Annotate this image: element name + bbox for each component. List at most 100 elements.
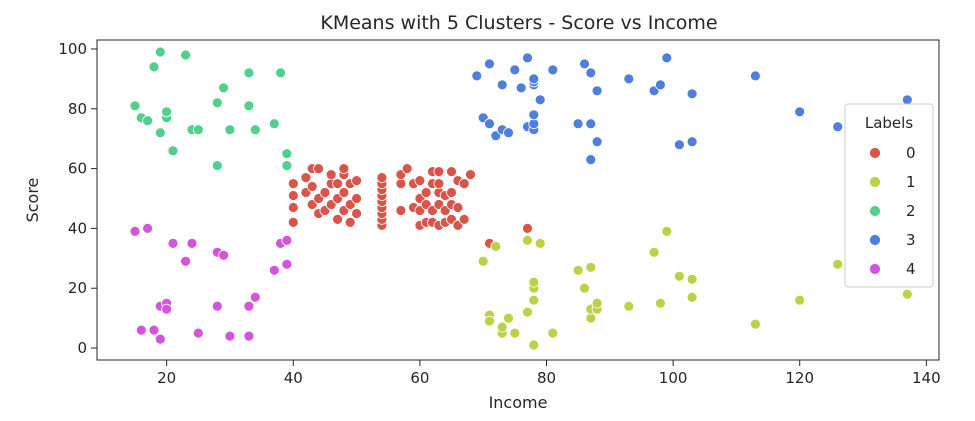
data-point-cluster-0 bbox=[306, 181, 318, 192]
data-point-cluster-0 bbox=[446, 166, 457, 178]
y-tick-label: 80 bbox=[68, 100, 87, 118]
y-tick-label: 60 bbox=[68, 160, 87, 178]
data-point-cluster-0 bbox=[287, 190, 299, 201]
data-point-cluster-1 bbox=[579, 282, 590, 294]
data-point-cluster-2 bbox=[243, 100, 255, 112]
data-point-cluster-3 bbox=[585, 118, 597, 130]
data-point-cluster-2 bbox=[281, 160, 293, 172]
data-point-cluster-0 bbox=[414, 175, 426, 187]
data-point-cluster-1 bbox=[490, 240, 502, 252]
data-point-cluster-2 bbox=[142, 115, 154, 127]
data-point-cluster-1 bbox=[674, 270, 685, 282]
data-point-cluster-3 bbox=[484, 118, 495, 130]
data-point-cluster-2 bbox=[218, 82, 230, 94]
legend-marker-3 bbox=[869, 234, 881, 246]
data-point-cluster-3 bbox=[534, 94, 546, 106]
x-axis-ticks: 20 40 60 80 100 120 140 bbox=[157, 360, 941, 387]
legend-box bbox=[844, 103, 934, 288]
legend-marker-4 bbox=[869, 263, 881, 275]
data-point-cluster-1 bbox=[623, 300, 635, 312]
data-point-cluster-4 bbox=[218, 249, 230, 261]
x-tick-label: 60 bbox=[410, 369, 429, 387]
data-point-cluster-3 bbox=[591, 85, 603, 97]
data-point-cluster-0 bbox=[332, 213, 344, 225]
data-point-cluster-0 bbox=[313, 163, 325, 175]
data-point-cluster-1 bbox=[686, 273, 698, 285]
data-point-cluster-2 bbox=[224, 124, 236, 136]
data-point-cluster-0 bbox=[344, 216, 356, 228]
data-point-cluster-0 bbox=[446, 187, 457, 198]
data-point-cluster-4 bbox=[249, 291, 261, 303]
data-point-cluster-0 bbox=[433, 166, 445, 178]
data-point-cluster-3 bbox=[515, 82, 527, 94]
data-point-cluster-3 bbox=[794, 106, 806, 118]
legend-label-3: 3 bbox=[906, 231, 916, 249]
data-point-cluster-3 bbox=[686, 88, 698, 100]
legend-title: Labels bbox=[865, 114, 913, 132]
data-point-cluster-1 bbox=[528, 294, 540, 306]
data-point-cluster-4 bbox=[281, 258, 293, 270]
data-point-cluster-0 bbox=[458, 213, 470, 225]
data-point-cluster-0 bbox=[287, 216, 299, 228]
data-point-cluster-1 bbox=[648, 246, 660, 258]
x-tick-label: 120 bbox=[785, 369, 814, 387]
data-point-cluster-3 bbox=[496, 79, 508, 91]
data-point-cluster-2 bbox=[268, 118, 280, 130]
x-tick-label: 80 bbox=[537, 369, 556, 387]
legend-label-0: 0 bbox=[906, 144, 916, 162]
data-point-cluster-2 bbox=[275, 67, 287, 79]
data-point-cluster-3 bbox=[572, 118, 584, 130]
y-tick-label: 100 bbox=[58, 40, 87, 58]
data-point-cluster-4 bbox=[154, 333, 166, 345]
data-point-cluster-4 bbox=[243, 300, 255, 312]
data-point-cluster-4 bbox=[211, 300, 223, 312]
data-point-cluster-4 bbox=[268, 264, 280, 276]
data-point-cluster-4 bbox=[148, 324, 160, 336]
data-point-cluster-0 bbox=[522, 222, 533, 234]
legend-label-2: 2 bbox=[906, 202, 916, 220]
data-point-cluster-3 bbox=[901, 94, 913, 106]
data-point-cluster-0 bbox=[433, 178, 445, 190]
data-point-cluster-2 bbox=[281, 148, 293, 160]
data-point-cluster-2 bbox=[129, 100, 141, 112]
data-point-cluster-1 bbox=[528, 276, 540, 288]
legend-marker-2 bbox=[869, 205, 881, 217]
y-axis-ticks: 0 20 40 60 80 100 bbox=[58, 40, 97, 357]
data-point-cluster-3 bbox=[623, 73, 635, 85]
data-point-cluster-1 bbox=[534, 237, 546, 249]
data-point-cluster-1 bbox=[477, 255, 489, 267]
data-point-cluster-2 bbox=[211, 160, 223, 172]
data-point-cluster-1 bbox=[686, 291, 698, 303]
data-point-cluster-3 bbox=[591, 136, 603, 148]
data-point-cluster-1 bbox=[901, 288, 913, 300]
data-point-cluster-0 bbox=[351, 175, 363, 187]
data-point-cluster-1 bbox=[522, 234, 533, 246]
data-point-cluster-2 bbox=[249, 124, 261, 136]
data-point-cluster-3 bbox=[585, 67, 597, 79]
data-point-cluster-3 bbox=[686, 136, 698, 148]
data-point-cluster-0 bbox=[351, 193, 363, 204]
data-point-cluster-3 bbox=[655, 79, 666, 91]
y-axis-label: Score bbox=[23, 178, 42, 223]
data-point-cluster-4 bbox=[281, 234, 293, 246]
plot-area bbox=[96, 39, 940, 361]
data-point-cluster-0 bbox=[338, 187, 350, 198]
data-point-cluster-2 bbox=[161, 106, 173, 118]
x-tick-label: 40 bbox=[284, 369, 303, 387]
data-point-cluster-0 bbox=[332, 178, 344, 190]
data-point-cluster-0 bbox=[376, 172, 388, 184]
data-point-cluster-4 bbox=[167, 237, 179, 249]
data-point-cluster-2 bbox=[167, 145, 179, 157]
data-point-cluster-0 bbox=[338, 163, 350, 175]
data-point-cluster-0 bbox=[287, 178, 299, 190]
data-point-cluster-0 bbox=[319, 187, 331, 198]
data-point-cluster-0 bbox=[351, 208, 363, 219]
y-tick-label: 0 bbox=[77, 339, 87, 357]
x-tick-label: 20 bbox=[157, 369, 176, 387]
data-point-cluster-0 bbox=[300, 172, 312, 184]
x-tick-label: 100 bbox=[659, 369, 688, 387]
data-point-cluster-2 bbox=[148, 61, 160, 73]
data-point-cluster-4 bbox=[186, 237, 198, 249]
data-point-cluster-2 bbox=[154, 46, 166, 58]
